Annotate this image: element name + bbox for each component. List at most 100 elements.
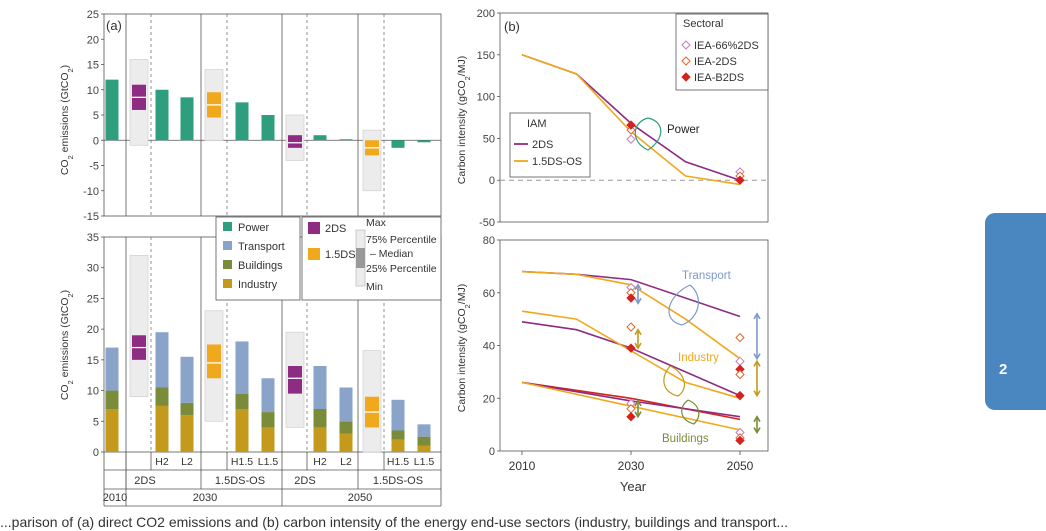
box-key-label: – Median (370, 248, 413, 260)
y-tick-label: -5 (89, 161, 99, 173)
iea-marker (626, 293, 636, 303)
stacked-bar-transport (235, 341, 249, 394)
iea-marker (735, 175, 745, 185)
y-tick-label: 10 (87, 85, 99, 97)
x-scenario-label: 2DS (134, 475, 155, 487)
range-arrow-head (753, 390, 761, 398)
stacked-bar-buildings (180, 402, 194, 416)
stacked-bar-transport (391, 399, 405, 431)
legend-swatch-buildings (223, 260, 232, 269)
y-tick-label: 60 (483, 288, 495, 300)
stacked-bar-industry (313, 427, 327, 452)
legend-swatch-industry (223, 279, 232, 288)
range-arrow-head (634, 411, 642, 419)
power-bar (391, 140, 405, 148)
y-tick-label: 50 (483, 133, 495, 145)
stacked-bar-transport (180, 356, 194, 403)
box-whisker-range (129, 255, 149, 398)
legend-marker (681, 40, 691, 50)
range-arrow-head (753, 312, 761, 320)
x-tick-label: 2050 (727, 459, 754, 473)
power-bar (339, 139, 353, 141)
y-tick-label: 35 (87, 232, 99, 244)
legend-label-industry: Industry (238, 279, 278, 291)
top-y-axis-label: CO2 emissions (GtCO2) (59, 65, 75, 175)
buildings-bracket (681, 399, 700, 425)
y-tick-label: 10 (87, 386, 99, 398)
legend-label-power: Power (238, 222, 270, 234)
y-tick-label: 5 (93, 110, 99, 122)
x-sub-label: L1.5 (258, 456, 279, 468)
annotation-buildings: Buildings (662, 433, 709, 445)
sectoral-legend-title: Sectoral (683, 18, 723, 30)
box-whisker-range (362, 129, 382, 192)
iea-marker (626, 125, 636, 135)
annotation-industry: Industry (678, 352, 719, 364)
range-arrow-head (753, 359, 761, 367)
stacked-bar-buildings (155, 387, 169, 406)
y-tick-label: 30 (87, 263, 99, 275)
box-key-label: Min (366, 281, 383, 293)
y-tick-label: 20 (87, 324, 99, 336)
x-sub-label: L1.5 (414, 456, 435, 468)
stacked-bar-transport (155, 332, 169, 388)
range-arrow-head (634, 342, 642, 350)
stacked-bar-buildings (339, 421, 353, 434)
iea-marker (735, 369, 745, 380)
y-tick-label: 15 (87, 60, 99, 72)
y-tick-label: 0 (489, 446, 495, 458)
industry-bracket (663, 365, 686, 397)
legend-label-iam: 2DS (532, 139, 553, 151)
sectoral-legend (675, 13, 769, 91)
iea-marker (626, 412, 636, 422)
y-tick-label: 15 (87, 355, 99, 367)
y-tick-label: 200 (477, 8, 495, 20)
annotation-power: Power (667, 124, 700, 136)
y-tick-label: 100 (477, 92, 495, 104)
x-year-label: 2050 (348, 492, 372, 504)
iea-marker (626, 134, 636, 144)
y-tick-label: 80 (483, 235, 495, 247)
panel-label-a: (a) (106, 18, 122, 33)
legend-swatch-2ds (308, 222, 320, 234)
stacked-bar-transport (313, 366, 327, 409)
legend-label-iam: 1.5DS-OS (532, 156, 582, 168)
iea-marker (735, 390, 745, 401)
stacked-bar-buildings (105, 390, 119, 409)
panel-a: 25 20 15 10 5 0 -5 -10 -15 35 30 25 20 15 10 5 0 CO2 emis… (59, 9, 442, 507)
x-scenario-label: 2DS (294, 475, 315, 487)
stacked-bar-industry (391, 439, 405, 452)
power-bar (155, 89, 169, 141)
y-tick-label: 20 (87, 34, 99, 46)
x-sub-label: H2 (313, 456, 327, 468)
x-sub-label: H1.5 (231, 456, 253, 468)
stacked-bar-buildings (391, 430, 405, 440)
y-tick-label: -50 (479, 217, 495, 229)
stacked-bar-transport (417, 424, 431, 437)
stacked-bar-transport (261, 378, 275, 413)
iea-marker (735, 356, 745, 367)
iea-marker (626, 343, 636, 353)
legend-label-sectoral: IEA-66%2DS (694, 40, 759, 52)
scenario-legend (301, 216, 442, 301)
box-key-iqr (356, 248, 365, 268)
panel-label-b: (b) (504, 19, 520, 34)
x-year-label: 2030 (193, 492, 217, 504)
x-tick-label: 2010 (509, 459, 536, 473)
stacked-bar-buildings (261, 412, 275, 428)
stacked-bar-industry (235, 409, 249, 452)
y-tick-label: 40 (483, 341, 495, 353)
iea-marker (735, 435, 745, 446)
power-bar (235, 102, 249, 141)
legend-label-transport: Transport (238, 241, 285, 253)
stacked-bar-industry (417, 445, 431, 452)
power-bar (417, 140, 431, 143)
y-tick-label: -10 (83, 186, 99, 198)
x-sub-label: H1.5 (387, 456, 409, 468)
iam-legend (509, 112, 591, 178)
x-sub-label: L2 (340, 456, 352, 468)
x-tick-label: 2030 (618, 459, 645, 473)
stacked-bar-industry (261, 427, 275, 452)
stacked-bar-industry (180, 415, 194, 452)
box-iqr (288, 366, 302, 394)
